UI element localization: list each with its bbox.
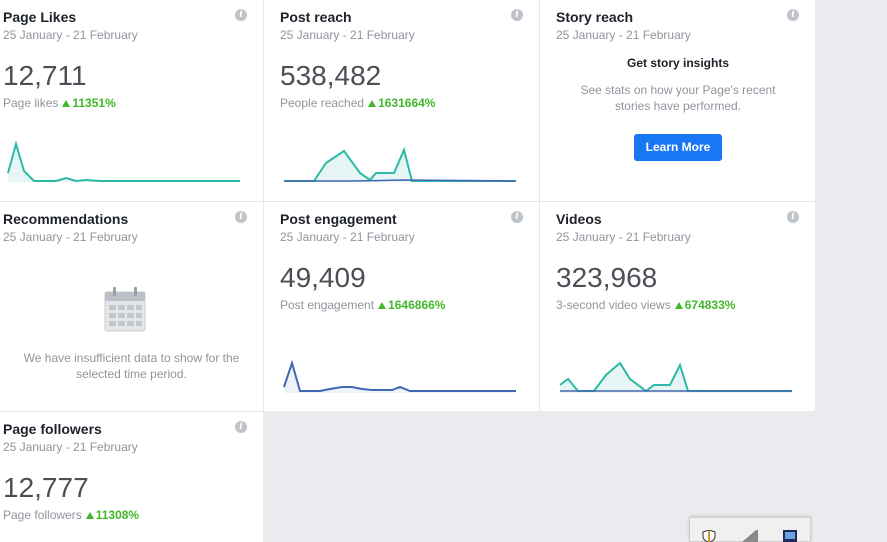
info-icon[interactable]: i	[511, 211, 523, 223]
metric-subtitle: Page followers 11308%	[3, 508, 139, 522]
card-title: Page Likes	[3, 9, 77, 25]
growth-percent: 11351%	[72, 96, 116, 110]
card-title: Recommendations	[3, 211, 129, 227]
card-title: Videos	[556, 211, 602, 227]
story-reach-card[interactable]: Story reach i 25 January - 21 February G…	[539, 0, 815, 201]
growth-percent: 674833%	[684, 298, 736, 312]
shield-icon[interactable]	[702, 530, 716, 542]
metric-label: 3-second video views	[556, 298, 671, 312]
metric-subtitle: Page likes 11351%	[3, 96, 116, 110]
metric-value: 538,482	[280, 60, 382, 91]
recommendations-card[interactable]: Recommendations i 25 January - 21 Februa…	[0, 201, 263, 411]
sparkline	[559, 361, 792, 393]
learn-more-button[interactable]: Learn More	[634, 134, 722, 161]
info-icon[interactable]: i	[235, 9, 247, 21]
info-icon[interactable]: i	[235, 421, 247, 433]
sparkline	[283, 359, 516, 393]
metric-value: 12,711	[3, 60, 87, 91]
info-icon[interactable]: i	[787, 211, 799, 223]
date-range: 25 January - 21 February	[3, 230, 138, 244]
post-engagement-card[interactable]: Post engagement i 25 January - 21 Februa…	[263, 201, 539, 411]
date-range: 25 January - 21 February	[3, 440, 138, 454]
card-title: Story reach	[556, 9, 634, 25]
info-icon[interactable]: i	[787, 9, 799, 21]
metric-subtitle: Post engagement 1646866%	[280, 298, 445, 312]
metric-value: 12,777	[3, 472, 89, 503]
up-arrow-icon	[85, 512, 94, 519]
metric-subtitle: People reached 1631664%	[280, 96, 435, 110]
date-range: 25 January - 21 February	[556, 28, 691, 42]
network-icon[interactable]	[742, 530, 758, 542]
up-arrow-icon	[62, 100, 71, 107]
up-arrow-icon	[378, 302, 387, 309]
date-range: 25 January - 21 February	[280, 230, 415, 244]
sparkline	[7, 140, 240, 183]
sparkline	[284, 146, 517, 182]
date-range: 25 January - 21 February	[3, 28, 138, 42]
story-insights-text: See stats on how your Page's recent stor…	[580, 83, 776, 113]
story-insights-heading: Get story insights	[626, 56, 730, 70]
metric-label: Post engagement	[280, 298, 375, 312]
calendar-icon	[104, 287, 146, 332]
post-reach-card[interactable]: Post reach i 25 January - 21 February 53…	[263, 0, 539, 201]
up-arrow-icon	[674, 302, 683, 309]
metric-value: 49,409	[280, 262, 366, 293]
system-tray	[689, 517, 811, 542]
page-likes-card[interactable]: Page Likes i 25 January - 21 February 12…	[0, 0, 263, 201]
card-title: Post reach	[280, 9, 352, 25]
growth-percent: 1646866%	[388, 298, 446, 312]
growth-percent: 1631664%	[378, 96, 436, 110]
card-title: Post engagement	[280, 211, 397, 227]
monitor-icon[interactable]	[782, 530, 798, 542]
metric-value: 323,968	[556, 262, 658, 293]
up-arrow-icon	[368, 100, 377, 107]
metric-subtitle: 3-second video views 674833%	[556, 298, 735, 312]
date-range: 25 January - 21 February	[556, 230, 691, 244]
growth-percent: 11308%	[95, 508, 140, 522]
info-icon[interactable]: i	[235, 211, 247, 223]
insufficient-data-message: We have insufficient data to show for th…	[23, 351, 240, 381]
date-range: 25 January - 21 February	[280, 28, 415, 42]
metric-label: People reached	[280, 96, 365, 110]
metric-label: Page followers	[3, 508, 82, 522]
card-title: Page followers	[3, 421, 102, 437]
page-followers-card[interactable]: Page followers i 25 January - 21 Februar…	[0, 411, 263, 542]
metric-label: Page likes	[3, 96, 59, 110]
videos-card[interactable]: Videos i 25 January - 21 February 323,96…	[539, 201, 815, 411]
info-icon[interactable]: i	[511, 9, 523, 21]
